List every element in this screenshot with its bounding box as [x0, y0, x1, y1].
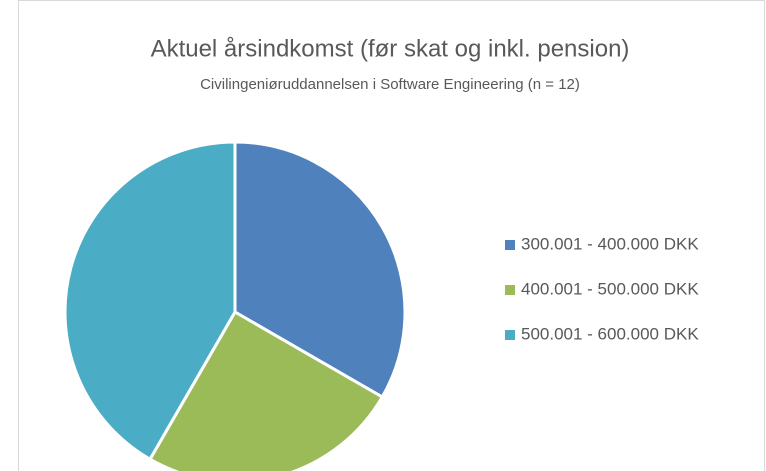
pie-slice [147, 309, 385, 471]
pie-slice [63, 140, 237, 462]
chart-title: Aktuel årsindkomst (før skat og inkl. pe… [151, 35, 630, 62]
pie-slice [233, 140, 407, 400]
chart-subtitle: Civilingeniøruddannelsen i Software Engi… [200, 76, 580, 93]
legend-label: 500.001 - 600.000 DKK [521, 324, 699, 343]
legend-swatch [505, 285, 515, 295]
legend-swatch [505, 240, 515, 250]
legend-label: 300.001 - 400.000 DKK [521, 234, 699, 253]
legend-label: 400.001 - 500.000 DKK [521, 279, 699, 298]
legend-swatch [505, 330, 515, 340]
